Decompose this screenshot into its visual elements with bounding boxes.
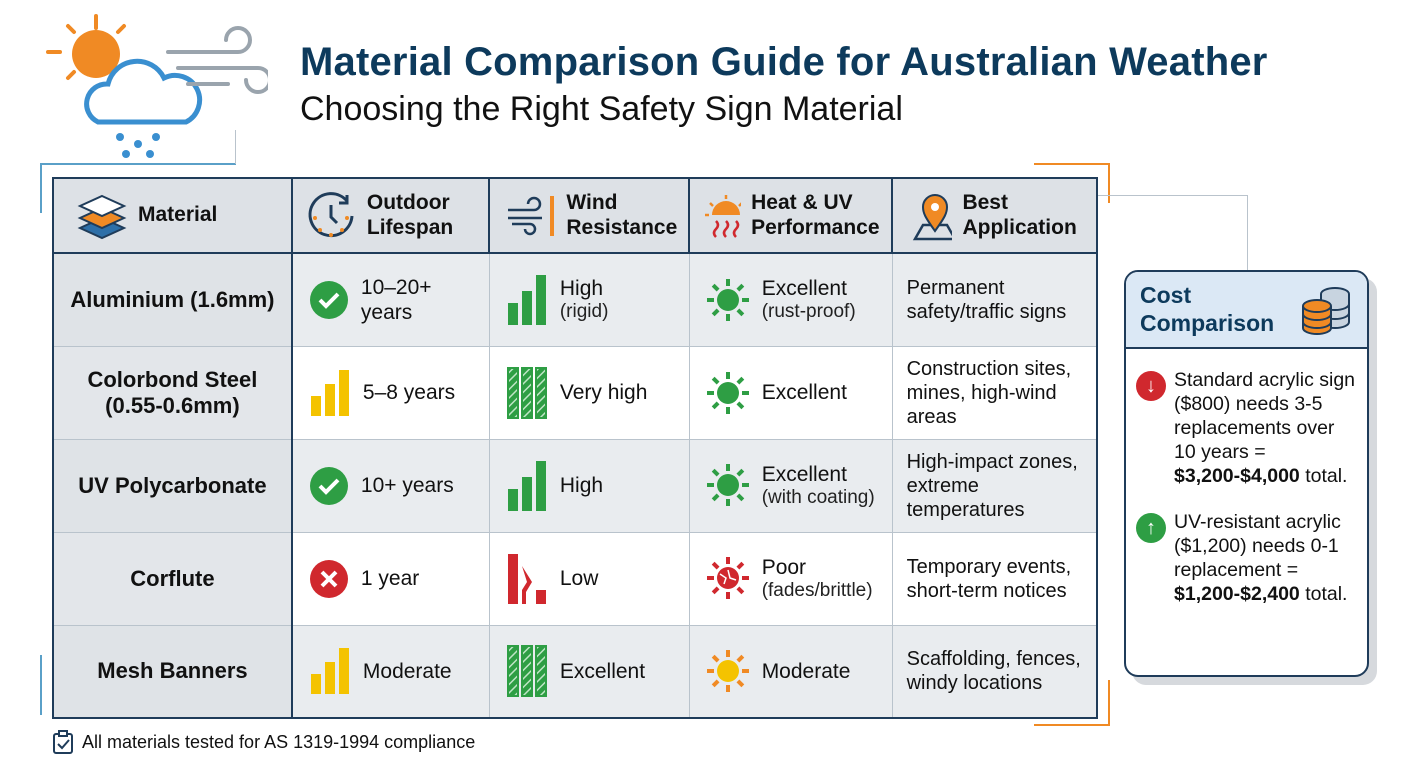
cost-comparison-panel: Cost Comparison ↓ Standard acrylic sign (… [1124,270,1369,677]
header-application: Best Application [891,177,1097,254]
wind-value: Excellent [559,659,646,683]
application-cell: Scaffolding, fences, windy locations [891,624,1098,719]
lifespan-cell: 10–20+ years [291,252,490,347]
decor-line [40,655,42,715]
table-header-row: Material Outdoor Lifespan Wind Resistanc… [52,177,1097,254]
wind-value: Very high [559,380,648,404]
table-row: Aluminium (1.6mm) 10–20+ years High (rigi… [52,252,1098,347]
heat-note: (rust-proof) [761,300,856,322]
header-material: Material [52,177,293,254]
heat-note: (with coating) [761,486,875,508]
lifespan-cell: Moderate [291,624,490,719]
wind-value: High [559,276,604,300]
application-cell: High-impact zones, extreme temperatures [891,438,1098,533]
sun-heat-icon [705,194,742,238]
page-title: Material Comparison Guide for Australian… [300,40,1268,84]
check-icon [309,280,348,319]
header-wind: Wind Resistance [488,177,691,254]
wind-icon [508,195,555,236]
layers-icon [77,194,127,239]
bars-yellow-icon [310,648,349,695]
application-cell: Temporary events, short-term notices [891,531,1098,626]
map-pin-icon [912,193,953,240]
heat-cell: Excellent [688,345,893,440]
decor-line [235,130,236,164]
wind-cell: Low [488,531,690,626]
page-subtitle: Choosing the Right Safety Sign Material [300,90,903,128]
broken-bar-icon [507,553,546,604]
table-row: Mesh Banners Moderate Excellent Moderate… [52,624,1098,719]
coins-icon [1302,287,1350,335]
cost-header: Cost Comparison [1126,272,1367,349]
decor-line [40,163,42,213]
decor-line [1108,680,1110,726]
wind-cell: Excellent [488,624,690,719]
material-name: UV Polycarbonate [52,438,293,533]
bars-yellow-icon [310,369,349,416]
wind-cell: High (rigid) [488,252,690,347]
wind-cell: Very high [488,345,690,440]
lifespan-cell: 10+ years [291,438,490,533]
material-name: Corflute [52,531,293,626]
heat-value: Excellent [761,380,847,404]
wind-cell: High [488,438,690,533]
connector-line [1098,195,1248,196]
cracked-sun-icon [706,557,749,600]
bars-icon [507,460,546,511]
table-row: Corflute 1 year Low Poor (fades/brittle) … [52,531,1098,626]
arrow-down-icon: ↓ [1136,371,1166,401]
lifespan-value: 10+ years [360,473,454,497]
heat-value: Excellent [761,462,847,486]
heat-value: Moderate [761,659,851,683]
bars-icon [507,274,546,325]
heat-cell: Moderate [688,624,893,719]
decor-line [40,163,236,165]
sun-icon [706,371,749,414]
footer-note: All materials tested for AS 1319-1994 co… [52,730,475,754]
wind-note: (rigid) [559,300,609,322]
material-name: Aluminium (1.6mm) [52,252,293,347]
cost-item: ↑ UV-resistant acrylic ($1,200) needs 0-1… [1126,511,1367,607]
arrow-up-icon: ↑ [1136,512,1166,543]
lifespan-value: 5–8 years [362,380,456,404]
lifespan-cell: 1 year [291,531,490,626]
sun-yellow-icon [706,650,749,693]
lifespan-value: Moderate [362,659,452,683]
check-icon [309,466,348,505]
application-cell: Permanent safety/traffic signs [891,252,1098,347]
header-lifespan: Outdoor Lifespan [291,177,491,254]
clock-icon [308,191,354,237]
sun-icon [706,464,749,507]
comparison-table: Material Outdoor Lifespan Wind Resistanc… [52,177,1098,719]
lifespan-cell: 5–8 years [291,345,490,440]
heat-value: Poor [761,555,807,579]
heat-cell: Excellent (with coating) [688,438,893,533]
lifespan-value: 1 year [360,566,420,590]
clipboard-check-icon [53,730,73,754]
heat-note: (fades/brittle) [761,579,873,601]
x-icon [309,559,348,598]
lifespan-value: 10–20+ years [360,275,432,324]
weather-icon [46,14,268,158]
heat-cell: Poor (fades/brittle) [688,531,893,626]
decor-line [1034,724,1110,726]
material-name: Mesh Banners [52,624,293,719]
heat-cell: Excellent (rust-proof) [688,252,893,347]
sun-icon [706,278,749,321]
connector-line [1247,195,1248,270]
heat-value: Excellent [761,276,847,300]
wind-value: Low [559,566,599,590]
hatched-bars-icon [506,645,547,698]
material-name: Colorbond Steel (0.55-0.6mm) [52,345,293,440]
header-heat-uv: Heat & UV Performance [688,177,894,254]
decor-line [1034,163,1110,165]
application-cell: Construction sites, mines, high-wind are… [891,345,1098,440]
table-row: UV Polycarbonate 10+ years High Excellen… [52,438,1098,533]
table-row: Colorbond Steel (0.55-0.6mm) 5–8 years V… [52,345,1098,440]
wind-value: High [559,473,604,497]
decor-line [1108,163,1110,203]
hatched-bars-icon [506,366,547,419]
cost-item: ↓ Standard acrylic sign ($800) needs 3-5 … [1126,369,1367,489]
